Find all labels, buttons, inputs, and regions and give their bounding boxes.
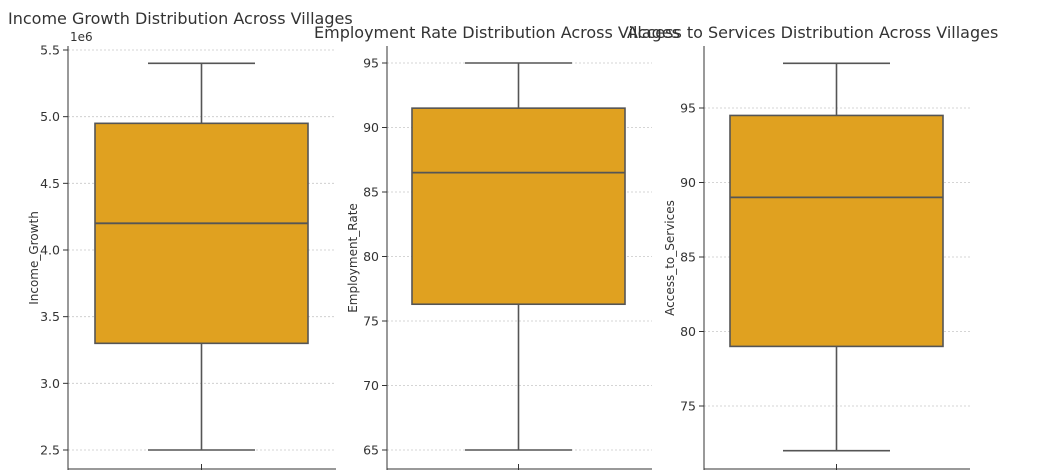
y-tick-label: 70 (363, 378, 379, 393)
y-tick-label: 95 (363, 56, 379, 71)
y-ticks: 2.5 3.0 3.5 4.0 4.5 5.0 5.5 (40, 43, 68, 458)
chart-title: Access to Services Distribution Across V… (627, 23, 998, 42)
y-tick-label: 5.0 (40, 109, 60, 124)
chart-panel-employment-rate: Employment Rate Distribution Across Vill… (314, 23, 680, 470)
y-tick-label: 65 (363, 443, 379, 458)
y-tick-label: 5.5 (40, 43, 60, 58)
chart-panel-access-to-services: Access to Services Distribution Across V… (627, 23, 998, 470)
y-tick-label: 75 (680, 399, 696, 414)
iqr-box (411, 107, 626, 306)
y-tick-label: 4.5 (40, 176, 60, 191)
y-tick-label: 3.0 (40, 376, 60, 391)
y-tick-label: 2.5 (40, 443, 60, 458)
chart-title: Income Growth Distribution Across Villag… (8, 9, 353, 28)
y-tick-label: 90 (680, 175, 696, 190)
y-tick-label: 90 (363, 120, 379, 135)
y-tick-label: 80 (680, 324, 696, 339)
iqr-box (729, 114, 944, 348)
y-ticks: 75 80 85 90 95 (680, 101, 704, 414)
box-plot (729, 62, 944, 452)
chart-title: Employment Rate Distribution Across Vill… (314, 23, 680, 42)
y-tick-label: 4.0 (40, 243, 60, 258)
offset-label: 1e6 (70, 30, 93, 44)
y-tick-label: 85 (680, 250, 696, 265)
y-tick-label: 3.5 (40, 309, 60, 324)
box-plot (411, 62, 626, 451)
y-axis-label: Access_to_Services (663, 200, 677, 316)
box-plot (94, 62, 309, 451)
y-axis-label: Income_Growth (27, 211, 41, 305)
y-tick-label: 95 (680, 101, 696, 116)
y-ticks: 65 70 75 80 85 90 95 (363, 56, 387, 458)
y-tick-label: 85 (363, 185, 379, 200)
chart-panel-income-growth: Income Growth Distribution Across Villag… (8, 9, 353, 470)
iqr-box (94, 122, 309, 345)
y-tick-label: 75 (363, 314, 379, 329)
y-axis-label: Employment_Rate (346, 203, 360, 313)
y-tick-label: 80 (363, 249, 379, 264)
